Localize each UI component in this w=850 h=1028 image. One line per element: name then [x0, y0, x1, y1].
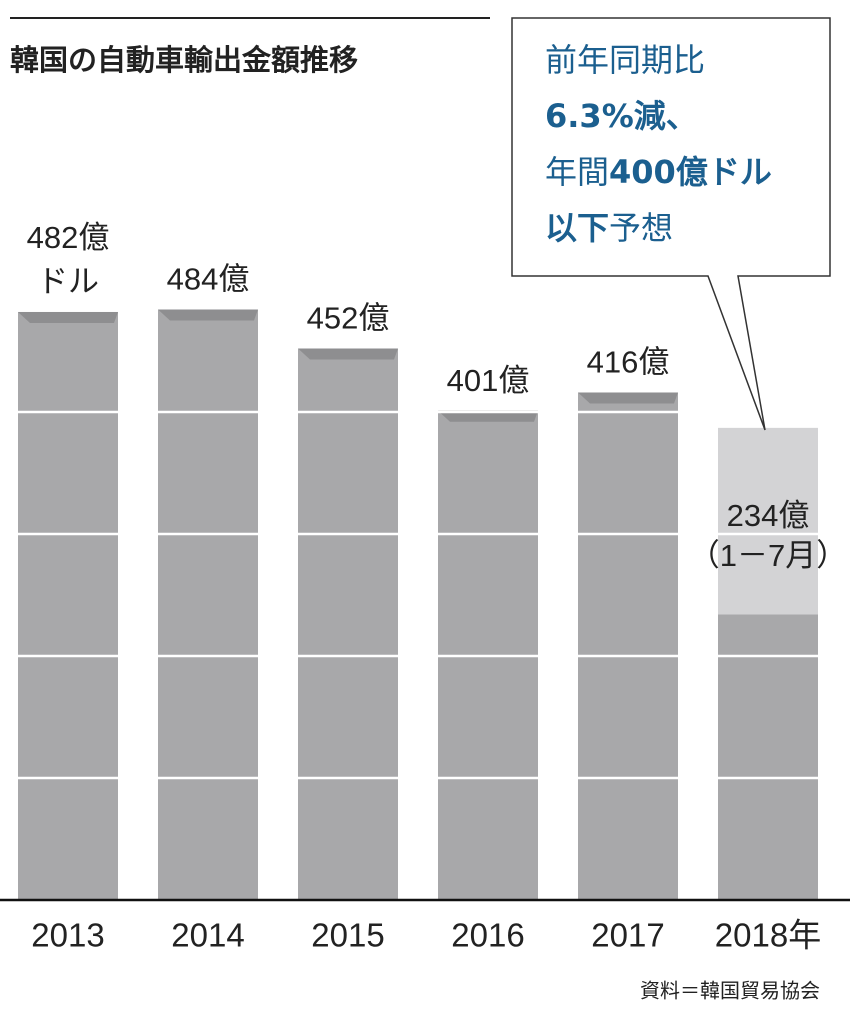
x-tick-label: 2015: [311, 917, 384, 954]
bar-bevel: [158, 309, 258, 321]
value-label: 234億: [727, 498, 810, 533]
x-tick-label: 2014: [171, 917, 244, 954]
annotation-line: 前年同期比: [545, 41, 705, 79]
bar-bevel: [298, 348, 398, 360]
x-tick-label: 2017: [591, 917, 664, 954]
bar: [158, 309, 258, 900]
annotation-line: 6.3%減、: [545, 97, 698, 135]
bar: [718, 614, 818, 900]
annotation-text: 予想: [609, 209, 673, 247]
annotation-text: 年間: [545, 153, 609, 191]
bar-bevel: [18, 311, 118, 323]
x-tick-label: 2016: [451, 917, 524, 954]
value-label: ドル: [37, 264, 99, 299]
bar: [18, 311, 118, 901]
annotation-text: 6.3%減、: [545, 97, 698, 135]
chart-title: 韓国の自動車輸出金額推移: [10, 43, 358, 77]
callout-box: [511, 17, 831, 431]
value-label: 484億: [167, 262, 250, 297]
bar: [578, 392, 678, 900]
value-label: 482億: [27, 220, 110, 255]
x-tick-label: 2013: [31, 917, 104, 954]
annotation-text: 以下: [545, 209, 609, 247]
value-label: （1－7月）: [689, 538, 847, 573]
annotation-line: 以下予想: [545, 209, 673, 247]
plot-area: [0, 309, 850, 901]
bar-bevel: [438, 410, 538, 422]
x-tick-label: 2018年: [715, 917, 821, 954]
source: 資料＝韓国貿易協会: [640, 979, 820, 1003]
bar: [298, 348, 398, 900]
annotation-text: 前年同期比: [545, 41, 705, 79]
value-label: 401億: [447, 363, 530, 398]
annotation-line: 年間400億ドル: [545, 153, 772, 191]
value-label: 452億: [307, 301, 390, 336]
annotation-text: 400億ドル: [609, 153, 772, 191]
value-label: 416億: [587, 345, 670, 380]
bar-bevel: [578, 392, 678, 404]
